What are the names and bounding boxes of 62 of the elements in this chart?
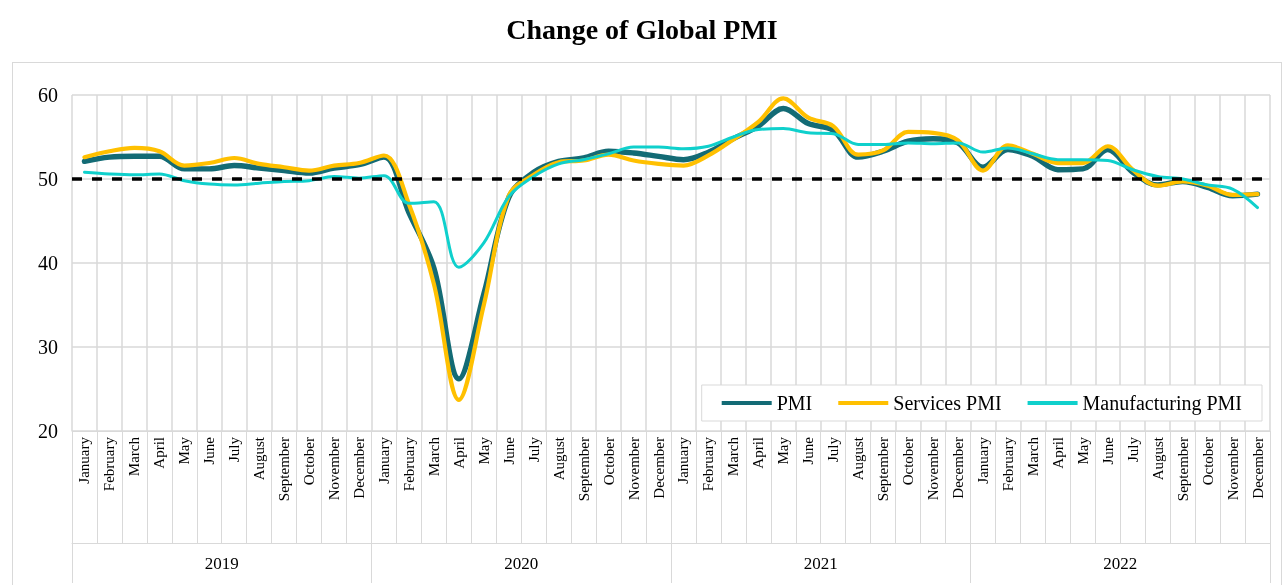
x-tick-label: August [1149, 436, 1166, 481]
x-tick-label: July [226, 436, 243, 463]
x-tick-label: September [1174, 437, 1191, 502]
text: 2020 [504, 554, 539, 573]
x-tick-label: January [675, 436, 692, 484]
x-tick-label: April [450, 437, 467, 469]
x-tick-label: June [500, 436, 517, 465]
x-tick-label: September [276, 437, 293, 502]
x-tick-label: June [800, 436, 817, 465]
x-tick-label: June [1099, 436, 1116, 465]
x-tick-label: June [201, 436, 218, 465]
x-tick-label: August [251, 436, 268, 481]
legend-label: Manufacturing PMI [1082, 392, 1243, 415]
x-tick-label: March [425, 436, 442, 477]
x-tick-label: October [900, 437, 917, 486]
text: 2022 [1103, 554, 1138, 573]
y-tick-label: 20 [38, 420, 58, 442]
x-tick-label: February [700, 436, 717, 492]
line-series [82, 127, 1260, 269]
y-tick-label: 40 [38, 252, 58, 274]
x-tick-label: January [974, 436, 991, 484]
x-tick-label: October [600, 437, 617, 486]
x-tick-label: November [625, 437, 642, 501]
y-tick-label: 30 [38, 336, 58, 358]
x-tick-label: January [375, 436, 392, 484]
x-tick-label: September [875, 437, 892, 502]
text: 2019 [204, 554, 239, 573]
x-tick-label: March [725, 436, 742, 477]
x-tick-label: May [176, 436, 193, 465]
x-tick-label: July [525, 436, 542, 463]
x-tick-label: October [301, 437, 318, 486]
x-tick-label: February [101, 436, 118, 492]
x-tick-label: March [126, 436, 143, 477]
x-tick-label: February [400, 436, 417, 492]
x-tick-label: April [750, 437, 767, 469]
x-tick-label: July [1124, 436, 1141, 463]
x-tick-label: October [1199, 437, 1216, 486]
x-tick-label: December [1249, 437, 1266, 499]
x-tick-label: November [1224, 437, 1241, 501]
x-tick-label: August [850, 436, 867, 481]
x-tick-label: July [825, 436, 842, 463]
x-tick-label: November [326, 437, 343, 501]
x-tick-label: November [925, 437, 942, 501]
chart-title: Change of Global PMI [506, 13, 778, 45]
y-tick-label: 50 [38, 168, 58, 190]
text: 2021 [803, 554, 838, 573]
y-tick-label: 60 [38, 84, 58, 106]
x-tick-label: August [550, 436, 567, 481]
x-tick-label: September [575, 437, 592, 502]
x-tick-label: February [999, 436, 1016, 492]
x-tick-label: April [151, 437, 168, 469]
legend-label: PMI [776, 392, 813, 414]
x-tick-label: March [1024, 436, 1041, 477]
x-tick-label: December [950, 437, 967, 499]
x-tick-label: December [650, 437, 667, 499]
x-tick-label: May [775, 436, 792, 465]
x-tick-label: December [351, 437, 368, 499]
x-tick-label: January [76, 436, 93, 484]
x-tick-label: May [475, 436, 492, 465]
x-tick-label: April [1049, 437, 1066, 469]
legend-label: Services PMI [893, 392, 1002, 414]
x-tick-label: May [1074, 436, 1091, 465]
